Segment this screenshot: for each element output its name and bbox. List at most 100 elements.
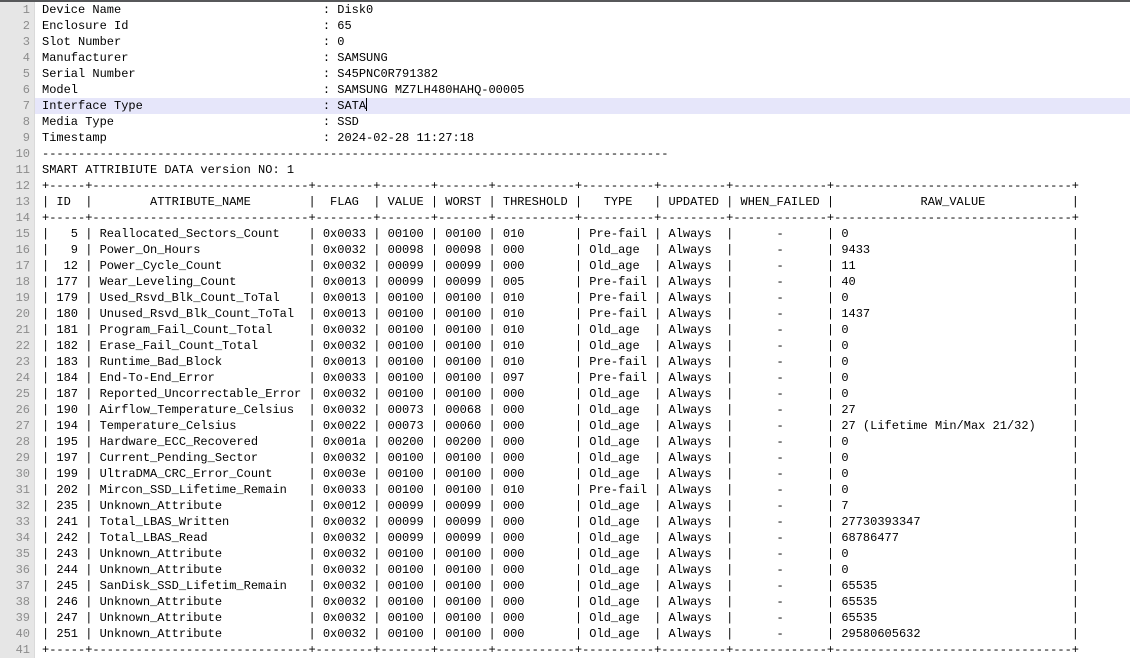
editor-line-current[interactable]: 7 Interface Type : SATA: [0, 98, 1130, 114]
editor-line[interactable]: 37 | 245 | SanDisk_SSD_Lifetim_Remain | 0…: [0, 578, 1130, 594]
editor-line[interactable]: 31 | 202 | Mircon_SSD_Lifetime_Remain | 0…: [0, 482, 1130, 498]
line-number: 29: [0, 450, 35, 466]
editor-line[interactable]: 25 | 187 | Reported_Uncorrectable_Error |…: [0, 386, 1130, 402]
editor-line[interactable]: 22 | 182 | Erase_Fail_Count_Total | 0x003…: [0, 338, 1130, 354]
line-number: 6: [0, 82, 35, 98]
editor-line[interactable]: 15 | 5 | Reallocated_Sectors_Count | 0x00…: [0, 226, 1130, 242]
line-number: 2: [0, 18, 35, 34]
editor-line[interactable]: 39 | 247 | Unknown_Attribute | 0x0032 | 0…: [0, 610, 1130, 626]
editor-line[interactable]: 6 Model : SAMSUNG MZ7LH480HAHQ-00005: [0, 82, 1130, 98]
editor-line[interactable]: 23 | 183 | Runtime_Bad_Block | 0x0013 | 0…: [0, 354, 1130, 370]
editor-line[interactable]: 11 SMART ATTRIBIUTE DATA version NO: 1: [0, 162, 1130, 178]
line-text: | 194 | Temperature_Celsius | 0x0022 | 0…: [42, 419, 1079, 433]
line-text: | 245 | SanDisk_SSD_Lifetim_Remain | 0x0…: [42, 579, 1079, 593]
line-text: | 195 | Hardware_ECC_Recovered | 0x001a …: [42, 435, 1079, 449]
line-number: 20: [0, 306, 35, 322]
line-text: | 241 | Total_LBAS_Written | 0x0032 | 00…: [42, 515, 1079, 529]
line-number: 8: [0, 114, 35, 130]
line-text: Timestamp : 2024-02-28 11:27:18: [42, 131, 475, 145]
editor-line[interactable]: 20 | 180 | Unused_Rsvd_Blk_Count_ToTal | …: [0, 306, 1130, 322]
line-number: 1: [0, 2, 35, 18]
line-number: 18: [0, 274, 35, 290]
line-text: | 190 | Airflow_Temperature_Celsius | 0x…: [42, 403, 1079, 417]
line-text: | 235 | Unknown_Attribute | 0x0012 | 000…: [42, 499, 1079, 513]
editor-line[interactable]: 17 | 12 | Power_Cycle_Count | 0x0032 | 00…: [0, 258, 1130, 274]
line-text: | 180 | Unused_Rsvd_Blk_Count_ToTal | 0x…: [42, 307, 1079, 321]
line-number: 26: [0, 402, 35, 418]
editor-line[interactable]: 21 | 181 | Program_Fail_Count_Total | 0x0…: [0, 322, 1130, 338]
line-number: 27: [0, 418, 35, 434]
line-number: 17: [0, 258, 35, 274]
line-text: Enclosure Id : 65: [42, 19, 352, 33]
line-text: | 177 | Wear_Leveling_Count | 0x0013 | 0…: [42, 275, 1079, 289]
editor-line[interactable]: 34 | 242 | Total_LBAS_Read | 0x0032 | 000…: [0, 530, 1130, 546]
line-text: | 247 | Unknown_Attribute | 0x0032 | 001…: [42, 611, 1079, 625]
editor-line[interactable]: 5 Serial Number : S45PNC0R791382: [0, 66, 1130, 82]
line-text: ----------------------------------------…: [42, 147, 669, 161]
editor-line[interactable]: 24 | 184 | End-To-End_Error | 0x0033 | 00…: [0, 370, 1130, 386]
editor-line[interactable]: 26 | 190 | Airflow_Temperature_Celsius | …: [0, 402, 1130, 418]
editor-line[interactable]: 32 | 235 | Unknown_Attribute | 0x0012 | 0…: [0, 498, 1130, 514]
line-text: Interface Type : SATA: [35, 98, 1130, 114]
editor-line[interactable]: 29 | 197 | Current_Pending_Sector | 0x003…: [0, 450, 1130, 466]
line-text: +-----+------------------------------+--…: [42, 643, 1079, 657]
text-cursor: [366, 98, 368, 111]
editor-line[interactable]: 35 | 243 | Unknown_Attribute | 0x0032 | 0…: [0, 546, 1130, 562]
line-number: 4: [0, 50, 35, 66]
editor-line[interactable]: 28 | 195 | Hardware_ECC_Recovered | 0x001…: [0, 434, 1130, 450]
line-number: 3: [0, 34, 35, 50]
editor-line[interactable]: 1 Device Name : Disk0: [0, 2, 1130, 18]
line-number: 5: [0, 66, 35, 82]
line-number: 30: [0, 466, 35, 482]
editor-line[interactable]: 2 Enclosure Id : 65: [0, 18, 1130, 34]
line-text: | 184 | End-To-End_Error | 0x0033 | 0010…: [42, 371, 1079, 385]
line-text: | 244 | Unknown_Attribute | 0x0032 | 001…: [42, 563, 1079, 577]
line-text: | 5 | Reallocated_Sectors_Count | 0x0033…: [42, 227, 1079, 241]
editor-line[interactable]: 40 | 251 | Unknown_Attribute | 0x0032 | 0…: [0, 626, 1130, 642]
editor-line[interactable]: 16 | 9 | Power_On_Hours | 0x0032 | 00098 …: [0, 242, 1130, 258]
line-text: SMART ATTRIBIUTE DATA version NO: 1: [42, 163, 295, 177]
editor-line[interactable]: 14 +-----+------------------------------+…: [0, 210, 1130, 226]
line-text: Manufacturer : SAMSUNG: [42, 51, 388, 65]
editor-line[interactable]: 8 Media Type : SSD: [0, 114, 1130, 130]
line-number: 23: [0, 354, 35, 370]
editor-line[interactable]: 38 | 246 | Unknown_Attribute | 0x0032 | 0…: [0, 594, 1130, 610]
line-text: | 183 | Runtime_Bad_Block | 0x0013 | 001…: [42, 355, 1079, 369]
line-text: | 242 | Total_LBAS_Read | 0x0032 | 00099…: [42, 531, 1079, 545]
line-number: 41: [0, 642, 35, 658]
line-number: 19: [0, 290, 35, 306]
window-top-border: [0, 0, 1130, 2]
line-number: 31: [0, 482, 35, 498]
line-number: 22: [0, 338, 35, 354]
editor-line[interactable]: 33 | 241 | Total_LBAS_Written | 0x0032 | …: [0, 514, 1130, 530]
editor-line[interactable]: 9 Timestamp : 2024-02-28 11:27:18: [0, 130, 1130, 146]
line-number: 28: [0, 434, 35, 450]
line-text: | 246 | Unknown_Attribute | 0x0032 | 001…: [42, 595, 1079, 609]
line-text: | 187 | Reported_Uncorrectable_Error | 0…: [42, 387, 1079, 401]
editor-line[interactable]: 19 | 179 | Used_Rsvd_Blk_Count_ToTal | 0x…: [0, 290, 1130, 306]
editor-line[interactable]: 10 --------------------------------------…: [0, 146, 1130, 162]
line-number: 9: [0, 130, 35, 146]
line-number: 13: [0, 194, 35, 210]
line-number: 37: [0, 578, 35, 594]
editor-line[interactable]: 41 +-----+------------------------------+…: [0, 642, 1130, 658]
editor-line[interactable]: 18 | 177 | Wear_Leveling_Count | 0x0013 |…: [0, 274, 1130, 290]
line-text: +-----+------------------------------+--…: [42, 179, 1079, 193]
line-text: | 197 | Current_Pending_Sector | 0x0032 …: [42, 451, 1079, 465]
editor-line[interactable]: 3 Slot Number : 0: [0, 34, 1130, 50]
line-number: 25: [0, 386, 35, 402]
editor-line[interactable]: 13 | ID | ATTRIBUTE_NAME | FLAG | VALUE |…: [0, 194, 1130, 210]
editor-line[interactable]: 12 +-----+------------------------------+…: [0, 178, 1130, 194]
editor-line[interactable]: 4 Manufacturer : SAMSUNG: [0, 50, 1130, 66]
editor-line[interactable]: 27 | 194 | Temperature_Celsius | 0x0022 |…: [0, 418, 1130, 434]
editor-line[interactable]: 36 | 244 | Unknown_Attribute | 0x0032 | 0…: [0, 562, 1130, 578]
line-number: 38: [0, 594, 35, 610]
editor-line[interactable]: 30 | 199 | UltraDMA_CRC_Error_Count | 0x0…: [0, 466, 1130, 482]
line-number: 7: [0, 98, 35, 114]
line-text: | 9 | Power_On_Hours | 0x0032 | 00098 | …: [42, 243, 1079, 257]
line-text: | 182 | Erase_Fail_Count_Total | 0x0032 …: [42, 339, 1079, 353]
line-number: 21: [0, 322, 35, 338]
line-text: +-----+------------------------------+--…: [42, 211, 1079, 225]
line-text: Slot Number : 0: [42, 35, 345, 49]
